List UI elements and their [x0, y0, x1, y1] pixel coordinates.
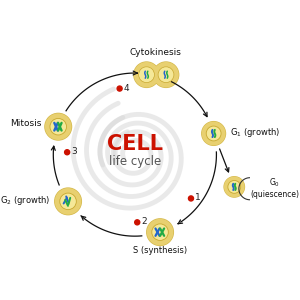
Text: G$_1$ (growth): G$_1$ (growth) — [230, 126, 280, 139]
Text: 3: 3 — [71, 147, 77, 156]
Circle shape — [147, 219, 173, 245]
Circle shape — [146, 218, 174, 246]
Circle shape — [54, 188, 82, 215]
Text: life cycle: life cycle — [109, 155, 161, 168]
Circle shape — [133, 61, 160, 88]
Circle shape — [224, 176, 245, 198]
Text: 1: 1 — [195, 194, 201, 202]
Circle shape — [134, 62, 159, 87]
Circle shape — [188, 196, 194, 201]
Circle shape — [201, 121, 226, 146]
Text: S (synthesis): S (synthesis) — [134, 247, 188, 256]
Circle shape — [135, 220, 140, 225]
Text: CELL: CELL — [107, 134, 163, 154]
Circle shape — [206, 126, 221, 141]
Text: G$_2$ (growth): G$_2$ (growth) — [1, 194, 51, 207]
Circle shape — [202, 122, 226, 146]
Circle shape — [117, 86, 122, 91]
Text: 4: 4 — [124, 84, 129, 93]
Circle shape — [153, 61, 179, 88]
Circle shape — [228, 181, 241, 193]
Circle shape — [139, 67, 154, 83]
Circle shape — [152, 224, 168, 240]
Circle shape — [224, 177, 244, 197]
Text: Cytokinesis: Cytokinesis — [129, 48, 181, 57]
Circle shape — [64, 150, 70, 155]
Text: G$_0$
(quiescence): G$_0$ (quiescence) — [250, 177, 299, 200]
Text: 2: 2 — [141, 218, 147, 226]
Circle shape — [153, 62, 179, 87]
Circle shape — [44, 113, 72, 141]
Circle shape — [50, 118, 67, 135]
Circle shape — [158, 67, 174, 83]
Text: Mitosis: Mitosis — [10, 119, 42, 128]
Circle shape — [60, 193, 76, 210]
Circle shape — [55, 188, 81, 215]
Circle shape — [45, 113, 72, 140]
